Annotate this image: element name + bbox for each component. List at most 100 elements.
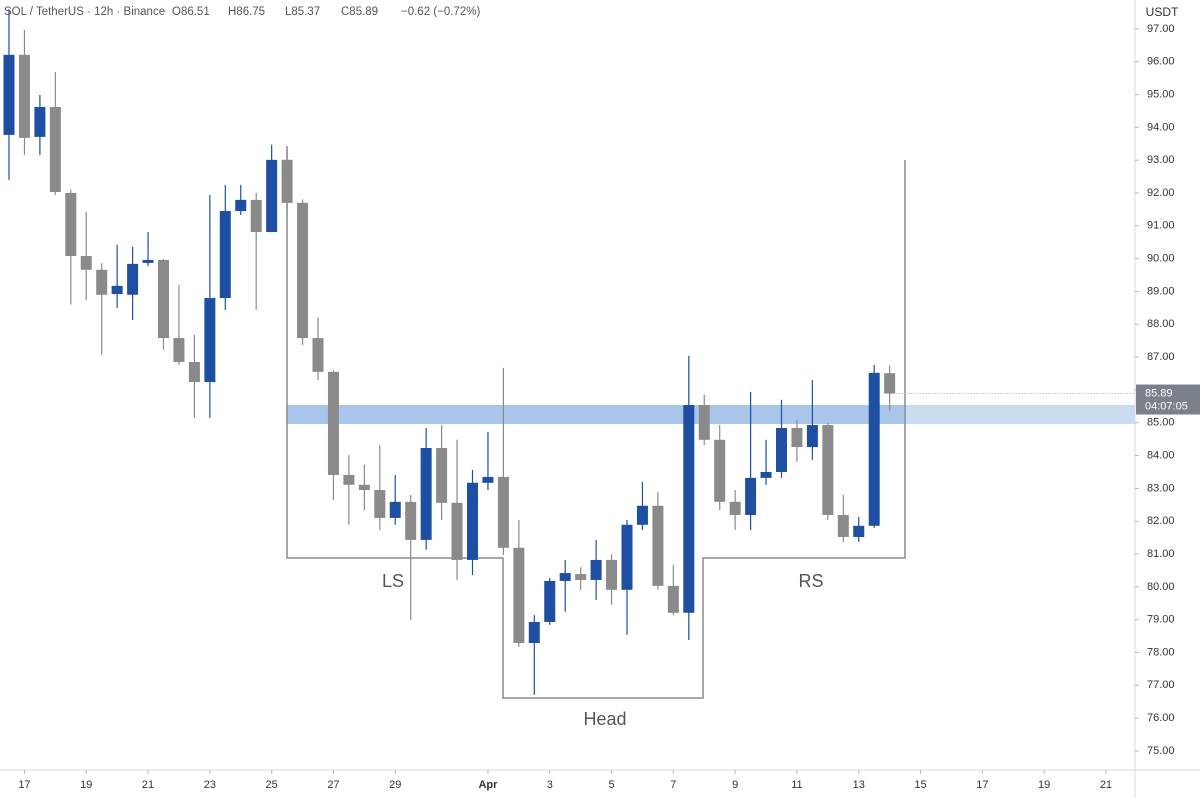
candle-body bbox=[3, 54, 15, 135]
candle-body bbox=[760, 471, 772, 478]
candle-body bbox=[606, 559, 618, 590]
x-tick-label: 19 bbox=[1038, 779, 1050, 791]
candle-body bbox=[188, 362, 200, 383]
ohlc-label: H86.75 bbox=[228, 6, 265, 18]
y-tick-label: 84.00 bbox=[1147, 449, 1175, 461]
candle-body bbox=[590, 559, 602, 580]
candle-body bbox=[327, 371, 339, 475]
y-tick-label: 78.00 bbox=[1147, 646, 1175, 658]
annotation: RS bbox=[798, 571, 823, 591]
candle-body bbox=[343, 474, 355, 485]
candle-body bbox=[853, 525, 865, 537]
candle-body bbox=[451, 502, 463, 560]
x-tick-label: 17 bbox=[976, 779, 988, 791]
candle-body bbox=[405, 501, 417, 540]
candle-body bbox=[96, 269, 108, 295]
last-price-label: 85.89 bbox=[1145, 387, 1173, 399]
candle-body bbox=[714, 439, 726, 502]
x-tick-label: 21 bbox=[142, 779, 154, 791]
x-tick-label: 27 bbox=[327, 779, 339, 791]
x-tick-label: 7 bbox=[670, 779, 676, 791]
y-tick-label: 95.00 bbox=[1147, 88, 1175, 100]
candle-body bbox=[158, 259, 169, 339]
candle-body bbox=[65, 192, 77, 257]
candle-body bbox=[111, 285, 123, 295]
y-tick-label: 77.00 bbox=[1147, 679, 1175, 691]
candle-body bbox=[837, 514, 849, 537]
candle-body bbox=[652, 505, 664, 586]
candle-body bbox=[621, 524, 633, 590]
ohlc-label: O86.51 bbox=[172, 6, 210, 18]
candle-body bbox=[482, 476, 494, 483]
candle-body bbox=[18, 54, 30, 138]
annotation: LS bbox=[382, 571, 404, 591]
y-tick-label: 85.00 bbox=[1147, 417, 1175, 429]
candle-body bbox=[467, 482, 478, 560]
currency-label: USDT bbox=[1146, 5, 1179, 19]
x-tick-label: 25 bbox=[266, 779, 278, 791]
y-tick-label: 94.00 bbox=[1147, 121, 1175, 133]
x-tick-label: 15 bbox=[914, 779, 926, 791]
x-tick-label: 11 bbox=[791, 779, 802, 791]
x-tick-label: 23 bbox=[204, 779, 216, 791]
candle-body bbox=[389, 501, 401, 518]
candle-body bbox=[204, 298, 216, 383]
change-label: −0.62 (−0.72%) bbox=[401, 6, 480, 18]
x-tick-label: 13 bbox=[853, 779, 865, 791]
y-tick-label: 79.00 bbox=[1147, 614, 1175, 626]
candle-body bbox=[219, 211, 231, 299]
candle-body bbox=[559, 573, 571, 581]
x-tick-label: Apr bbox=[478, 779, 498, 791]
y-tick-label: 82.00 bbox=[1147, 515, 1175, 527]
last-price-tag bbox=[1136, 384, 1200, 415]
x-tick-label: 17 bbox=[18, 779, 30, 791]
x-tick-label: 5 bbox=[608, 779, 614, 791]
candle-body bbox=[884, 373, 896, 394]
ohlc-label: C85.89 bbox=[341, 6, 378, 18]
candle-body bbox=[575, 574, 587, 580]
candle-body bbox=[776, 427, 787, 472]
candle-body bbox=[127, 263, 139, 295]
candle-body bbox=[420, 448, 432, 540]
candle-body bbox=[729, 501, 741, 515]
y-tick-label: 75.00 bbox=[1147, 745, 1175, 757]
candle-body bbox=[745, 477, 757, 515]
y-tick-label: 81.00 bbox=[1147, 548, 1175, 560]
candle-body bbox=[297, 202, 309, 339]
candle-body bbox=[142, 259, 154, 263]
plot-area bbox=[3, 9, 1135, 699]
candle-body bbox=[822, 425, 834, 515]
y-tick-label: 96.00 bbox=[1147, 56, 1175, 68]
candle-body bbox=[683, 405, 695, 613]
y-tick-label: 76.00 bbox=[1147, 712, 1175, 724]
candle-body bbox=[667, 585, 679, 613]
candle-body bbox=[358, 484, 370, 491]
candle-body bbox=[806, 425, 818, 448]
candle-body bbox=[312, 338, 324, 372]
candle-body bbox=[49, 106, 61, 193]
candle-body bbox=[791, 427, 803, 448]
y-tick-label: 92.00 bbox=[1147, 187, 1175, 199]
candle-body bbox=[868, 372, 880, 526]
candle-body bbox=[513, 547, 525, 643]
y-tick-label: 83.00 bbox=[1147, 482, 1175, 494]
candle-body bbox=[250, 199, 262, 233]
candle-body bbox=[497, 476, 509, 548]
y-tick-label: 80.00 bbox=[1147, 581, 1175, 593]
head-shoulders-outline bbox=[286, 146, 906, 699]
x-tick-label: 9 bbox=[732, 779, 738, 791]
y-tick-label: 91.00 bbox=[1147, 220, 1175, 232]
x-tick-label: 29 bbox=[389, 779, 401, 791]
candle-body bbox=[374, 490, 386, 518]
y-tick-label: 88.00 bbox=[1147, 318, 1175, 330]
candle-body bbox=[80, 256, 92, 270]
x-tick-label: 3 bbox=[547, 779, 553, 791]
y-tick-label: 93.00 bbox=[1147, 154, 1175, 166]
candle-body bbox=[698, 405, 710, 440]
countdown-label: 04:07:05 bbox=[1145, 400, 1188, 412]
y-tick-label: 87.00 bbox=[1147, 351, 1175, 363]
candle-body bbox=[235, 199, 247, 212]
ohlc-label: L85.37 bbox=[285, 6, 320, 18]
